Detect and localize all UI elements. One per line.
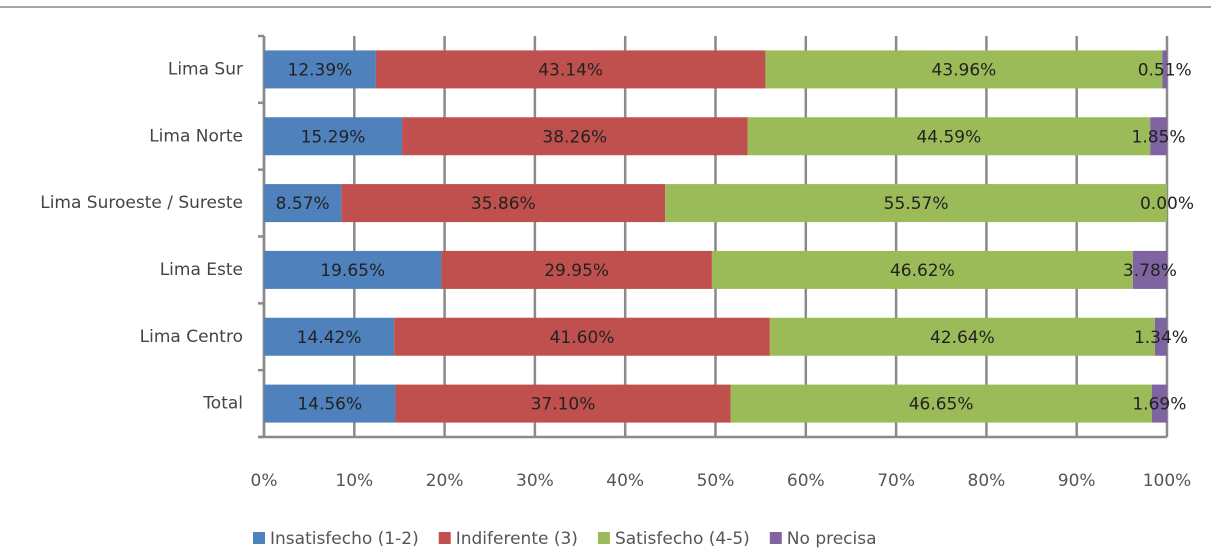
- x-tick-label: 40%: [606, 471, 644, 491]
- bar-segment: [264, 317, 395, 356]
- data-label: 1.69%: [1132, 395, 1186, 415]
- data-label: 14.42%: [297, 328, 362, 348]
- x-tick-label: 10%: [335, 471, 373, 491]
- x-tick-label: 30%: [516, 471, 554, 491]
- legend-swatch: [253, 532, 265, 544]
- y-tick-label: Lima Centro: [140, 327, 243, 347]
- bar-segment: [1154, 317, 1167, 356]
- bar-segment: [765, 50, 1163, 89]
- data-label: 3.78%: [1123, 261, 1177, 281]
- bar-segment: [375, 50, 766, 89]
- data-label: 46.62%: [890, 261, 955, 281]
- bar-segment: [341, 184, 666, 223]
- data-label: 46.65%: [909, 395, 974, 415]
- x-tick-label: 90%: [1058, 471, 1096, 491]
- bar-segment: [264, 250, 442, 289]
- data-label: 35.86%: [471, 194, 536, 214]
- data-label: 19.65%: [320, 261, 385, 281]
- legend-label: Indiferente (3): [456, 529, 578, 549]
- bar-segment: [264, 384, 396, 423]
- bar-segment: [441, 250, 712, 289]
- x-tick-label: 100%: [1143, 471, 1192, 491]
- bar-segment: [747, 117, 1151, 156]
- data-label: 55.57%: [884, 194, 949, 214]
- legend-swatch: [597, 532, 610, 544]
- x-tick-label: 80%: [968, 471, 1006, 491]
- data-label: 38.26%: [542, 127, 607, 147]
- x-tick-label: 50%: [697, 471, 735, 491]
- bar-segment: [402, 117, 748, 156]
- bar-segment: [1162, 50, 1167, 89]
- bar-segment: [711, 250, 1133, 289]
- bar-segment: [1132, 250, 1167, 289]
- data-label: 37.10%: [531, 395, 596, 415]
- y-tick-label: Lima Norte: [149, 126, 243, 146]
- bar-segment: [264, 50, 376, 89]
- y-tick-label: Lima Sur: [168, 59, 243, 79]
- bar-segment: [394, 317, 770, 356]
- x-tick-label: 60%: [787, 471, 825, 491]
- y-tick-label: Total: [202, 394, 243, 414]
- legend-label: Satisfecho (4-5): [615, 529, 750, 549]
- legend-label: Insatisfecho (1-2): [270, 529, 419, 549]
- bar-segment: [395, 384, 731, 423]
- bar-segment: [769, 317, 1155, 356]
- y-tick-label: Lima Este: [160, 260, 243, 280]
- bar-segment: [264, 117, 403, 156]
- data-label: 29.95%: [544, 261, 609, 281]
- bar-segment: [665, 184, 1167, 223]
- x-tick-label: 20%: [426, 471, 464, 491]
- x-tick-label: 70%: [877, 471, 915, 491]
- legend-swatch: [438, 532, 451, 544]
- y-tick-label: Lima Suroeste / Sureste: [40, 193, 243, 213]
- bar-segment: [730, 384, 1152, 423]
- data-label: 15.29%: [301, 127, 366, 147]
- data-label: 43.14%: [538, 60, 603, 80]
- bar-segment: [1151, 384, 1167, 423]
- data-label: 12.39%: [288, 60, 353, 80]
- data-label: 41.60%: [550, 328, 615, 348]
- data-label: 1.34%: [1134, 328, 1188, 348]
- data-label: 14.56%: [297, 395, 362, 415]
- data-label: 43.96%: [932, 60, 997, 80]
- bar-segment: [264, 184, 342, 223]
- data-label: 42.64%: [930, 328, 995, 348]
- data-label: 0.00%: [1140, 194, 1194, 214]
- data-label: 8.57%: [276, 194, 330, 214]
- data-label: 44.59%: [916, 127, 981, 147]
- data-label: 1.85%: [1132, 127, 1186, 147]
- legend-label: No precisa: [787, 529, 877, 549]
- data-label: 0.51%: [1138, 60, 1192, 80]
- x-tick-label: 0%: [251, 471, 278, 491]
- bar-segment: [1150, 117, 1167, 156]
- legend-swatch: [769, 532, 782, 544]
